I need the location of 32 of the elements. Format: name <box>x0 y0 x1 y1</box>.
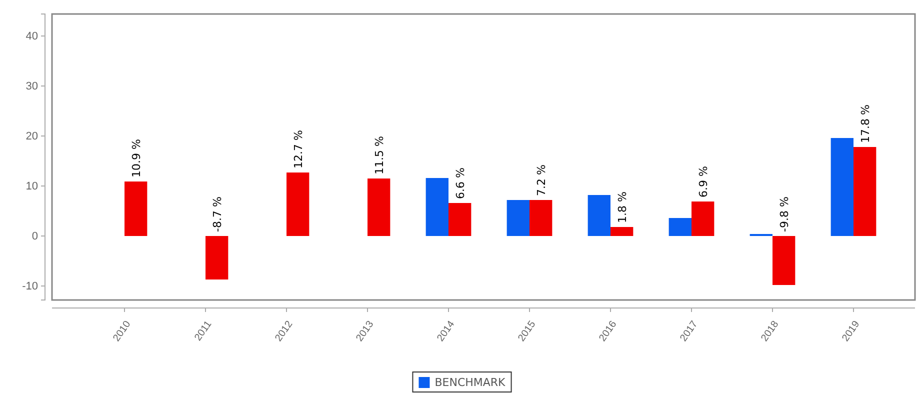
bar <box>124 182 148 236</box>
data-label: 12.7 % <box>292 130 305 168</box>
bar <box>426 178 448 236</box>
y-tick-label: 20 <box>26 130 38 143</box>
data-label: 7.2 % <box>534 164 548 196</box>
bar <box>610 227 634 236</box>
bar <box>668 218 692 236</box>
bar <box>506 200 530 236</box>
bar <box>830 138 854 236</box>
bar <box>772 236 796 285</box>
y-tick-label: 40 <box>26 30 38 43</box>
bar <box>286 172 310 236</box>
bar <box>448 203 472 236</box>
data-label: 17.8 % <box>858 104 872 143</box>
bar <box>530 200 552 236</box>
data-label: 1.8 % <box>616 192 629 223</box>
bar <box>692 202 714 236</box>
data-label: 6.6 % <box>454 168 467 199</box>
data-label: 10.9 % <box>130 139 143 178</box>
y-tick-label: 10 <box>26 180 38 193</box>
data-label: -8.7 % <box>210 196 224 232</box>
bar <box>588 195 610 236</box>
data-label: -9.8 % <box>778 196 791 232</box>
y-tick-label: -10 <box>22 280 38 293</box>
y-tick-label: 0 <box>32 230 38 243</box>
bar <box>854 147 876 236</box>
y-tick-label: 30 <box>26 80 38 93</box>
legend-label: BENCHMARK <box>434 376 506 389</box>
bar <box>368 178 390 236</box>
data-label: 11.5 % <box>372 136 386 174</box>
bar <box>206 236 228 280</box>
data-label: 6.9 % <box>696 166 710 198</box>
